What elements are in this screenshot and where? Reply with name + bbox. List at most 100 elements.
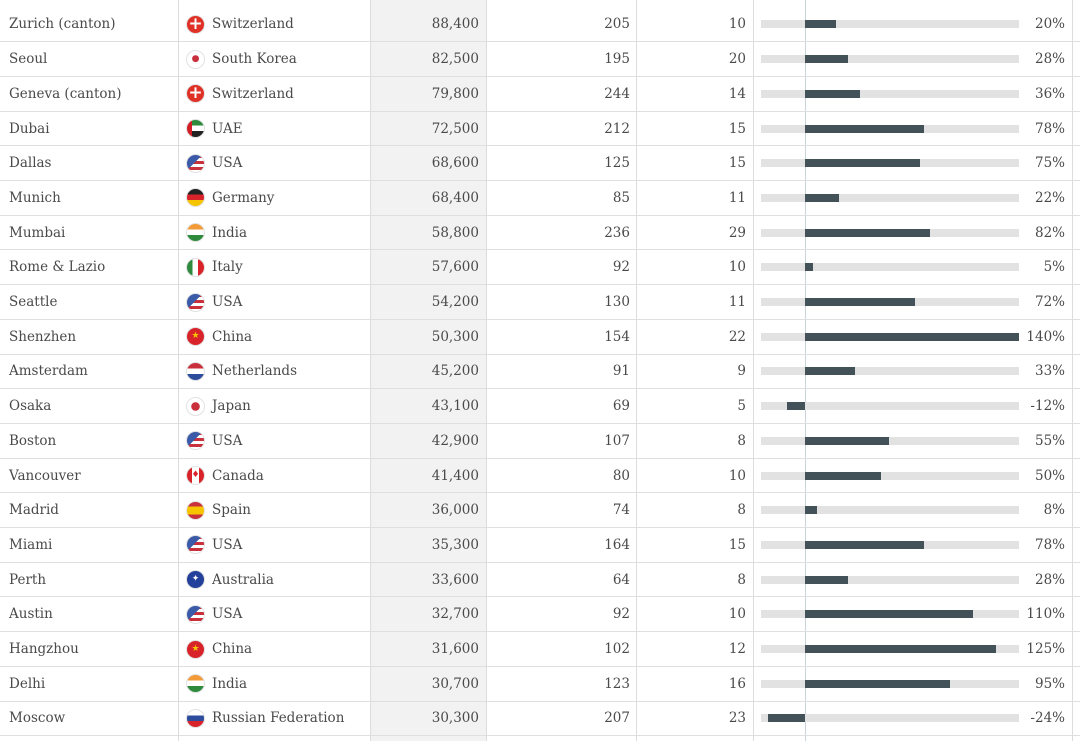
value-cell: 68,600 — [431, 155, 479, 172]
metric-a-cell: 207 — [604, 710, 630, 727]
australia-flag-icon: ✦ — [186, 570, 205, 590]
change-bar — [805, 471, 882, 480]
column-divider — [178, 0, 179, 741]
value-cell: 68,400 — [431, 189, 479, 206]
country-cell: UAE — [186, 112, 366, 146]
table-row: Shenzhen ★ China 50,300 154 22 140% — [0, 320, 1080, 355]
value-cell: 30,300 — [431, 710, 479, 727]
usa-flag-icon — [186, 535, 205, 555]
change-percent: -24% — [1030, 710, 1065, 727]
country-cell: Germany — [186, 181, 366, 215]
change-bar — [805, 575, 848, 584]
value-cell: 33,600 — [431, 571, 479, 588]
change-bar — [805, 679, 951, 688]
country-name: Russian Federation — [212, 710, 345, 727]
metric-a-cell: 102 — [604, 641, 630, 658]
city-name: Amsterdam — [9, 363, 88, 380]
city-name: Dubai — [9, 120, 50, 137]
canada-flag-icon: ♦ — [186, 466, 205, 486]
country-name: Switzerland — [212, 16, 294, 33]
value-cell: 54,200 — [431, 294, 479, 311]
metric-a-cell: 125 — [604, 155, 630, 172]
table-row: Seattle USA 54,200 130 11 72% — [0, 285, 1080, 320]
table-row: Miami USA 35,300 164 15 78% — [0, 528, 1080, 563]
country-name: Switzerland — [212, 85, 294, 102]
china-flag-icon: ★ — [186, 327, 205, 347]
city-name: Geneva (canton) — [9, 85, 122, 102]
country-cell: Netherlands — [186, 355, 366, 389]
country-cell: India — [186, 667, 366, 701]
metric-a-cell: 205 — [604, 16, 630, 33]
bar-track — [761, 89, 1019, 98]
column-divider — [1072, 0, 1073, 741]
column-divider — [636, 0, 637, 741]
usa-flag-icon — [186, 431, 205, 451]
country-cell: ✦ Australia — [186, 563, 366, 597]
change-percent: 110% — [1026, 606, 1065, 623]
country-cell: USA — [186, 598, 366, 632]
country-name: USA — [212, 536, 243, 553]
bar-track — [761, 193, 1019, 202]
change-bar — [805, 193, 839, 202]
country-name: India — [212, 224, 248, 241]
change-bar — [805, 159, 920, 168]
country-name: South Korea — [212, 51, 297, 68]
metric-a-cell: 195 — [604, 51, 630, 68]
city-name: Seattle — [9, 294, 58, 311]
city-name: Moscow — [9, 710, 66, 727]
value-cell: 72,500 — [431, 120, 479, 137]
metric-a-cell: 164 — [604, 536, 630, 553]
germany-flag-icon — [186, 188, 205, 208]
change-percent: 72% — [1034, 294, 1065, 311]
change-percent: 20% — [1034, 16, 1065, 33]
change-bar — [805, 332, 1019, 341]
change-bar — [805, 367, 856, 376]
table-row: Rome & Lazio Italy 57,600 92 10 5% — [0, 251, 1080, 286]
change-percent: 95% — [1034, 675, 1065, 692]
change-percent: 28% — [1034, 51, 1065, 68]
table-row: Osaka Japan 43,100 69 5 -12% — [0, 389, 1080, 424]
change-percent: 50% — [1034, 467, 1065, 484]
table-row: Amsterdam Netherlands 45,200 91 9 33% — [0, 355, 1080, 390]
city-name: Hangzhou — [9, 641, 79, 658]
value-cell: 36,000 — [431, 502, 479, 519]
value-cell: 41,400 — [431, 467, 479, 484]
metric-b-cell: 5 — [737, 398, 746, 415]
country-name: USA — [212, 432, 243, 449]
change-percent: 28% — [1034, 571, 1065, 588]
metric-a-cell: 92 — [612, 259, 630, 276]
metric-b-cell: 11 — [728, 189, 746, 206]
value-cell: 31,600 — [431, 641, 479, 658]
change-bar — [805, 263, 813, 272]
value-cell: 82,500 — [431, 51, 479, 68]
metric-a-cell: 154 — [604, 328, 630, 345]
metric-b-cell: 22 — [728, 328, 746, 345]
city-name: Shenzhen — [9, 328, 77, 345]
metric-a-cell: 69 — [612, 398, 630, 415]
metric-b-cell: 12 — [728, 641, 746, 658]
change-percent: 125% — [1026, 641, 1065, 658]
country-name: USA — [212, 606, 243, 623]
metric-a-cell: 107 — [604, 432, 630, 449]
table-row: Perth ✦ Australia 33,600 64 8 28% — [0, 563, 1080, 598]
value-cell: 58,800 — [431, 224, 479, 241]
city-name: Perth — [9, 571, 47, 588]
change-percent: 22% — [1034, 189, 1065, 206]
city-name: Mumbai — [9, 224, 66, 241]
column-divider — [486, 0, 487, 741]
value-cell: 88,400 — [431, 16, 479, 33]
metric-a-cell: 64 — [612, 571, 630, 588]
metric-b-cell: 10 — [728, 259, 746, 276]
metric-a-cell: 236 — [604, 224, 630, 241]
value-cell: 57,600 — [431, 259, 479, 276]
value-cell: 32,700 — [431, 606, 479, 623]
table-row: Seoul ● South Korea 82,500 195 20 28% — [0, 42, 1080, 77]
table-row: Austin USA 32,700 92 10 110% — [0, 598, 1080, 633]
metric-b-cell: 14 — [728, 85, 746, 102]
table-row: Delhi India 30,700 123 16 95% — [0, 667, 1080, 702]
metric-b-cell: 16 — [728, 675, 746, 692]
change-percent: 82% — [1034, 224, 1065, 241]
bar-track — [761, 471, 1019, 480]
country-name: Australia — [212, 571, 274, 588]
city-name: Rome & Lazio — [9, 259, 106, 276]
